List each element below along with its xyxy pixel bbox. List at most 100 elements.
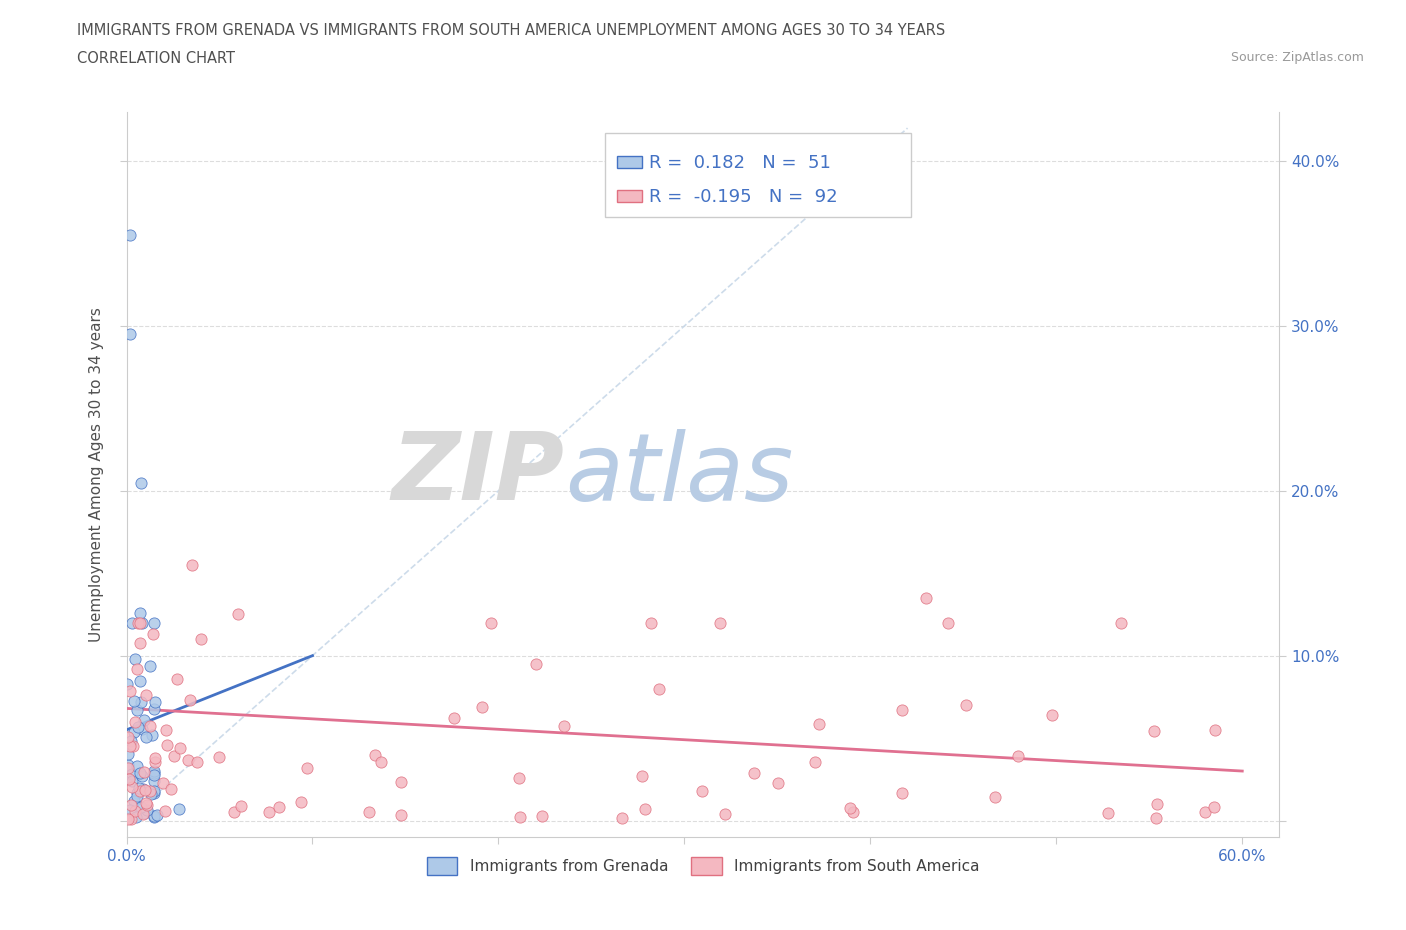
Point xyxy=(120,326,142,341)
Point xyxy=(143,809,166,824)
Point xyxy=(1194,804,1216,819)
Point xyxy=(135,797,157,812)
Point xyxy=(121,774,143,789)
Point xyxy=(391,807,413,822)
Point xyxy=(143,810,166,825)
Point xyxy=(122,694,145,709)
Point xyxy=(955,698,977,712)
Point xyxy=(229,799,252,814)
Point xyxy=(143,616,166,631)
Point xyxy=(129,695,152,710)
Point xyxy=(290,794,312,809)
Point xyxy=(155,722,177,737)
Point xyxy=(143,765,166,780)
Point xyxy=(117,811,139,827)
Point xyxy=(129,765,152,780)
Point xyxy=(122,793,145,808)
Point xyxy=(118,738,141,753)
Point xyxy=(891,786,914,801)
Point xyxy=(890,703,912,718)
Point xyxy=(131,722,153,737)
Point xyxy=(139,783,162,798)
Point xyxy=(118,772,141,787)
Point xyxy=(803,755,825,770)
Point xyxy=(915,591,938,605)
Point xyxy=(1204,723,1226,737)
Point xyxy=(135,796,157,811)
Point xyxy=(169,741,191,756)
Point xyxy=(142,627,165,642)
Point xyxy=(714,806,737,821)
Point xyxy=(1097,806,1119,821)
Point xyxy=(128,780,150,795)
Point xyxy=(186,755,208,770)
Point xyxy=(1146,797,1168,812)
Point xyxy=(143,774,166,789)
Point xyxy=(132,765,155,780)
Point xyxy=(127,661,149,676)
Point xyxy=(131,475,153,490)
Point xyxy=(1111,616,1133,631)
Point xyxy=(389,775,412,790)
Point xyxy=(640,616,662,631)
Point xyxy=(143,754,166,769)
Point xyxy=(121,616,143,631)
Point xyxy=(117,730,139,745)
Y-axis label: Unemployment Among Ages 30 to 34 years: Unemployment Among Ages 30 to 34 years xyxy=(89,307,104,642)
Point xyxy=(359,804,381,819)
Point xyxy=(124,651,146,666)
Point xyxy=(120,228,142,243)
Point xyxy=(145,808,167,823)
Point xyxy=(125,758,148,773)
Point xyxy=(129,800,152,815)
Point xyxy=(132,806,155,821)
Point xyxy=(131,616,153,631)
Point xyxy=(127,616,149,631)
Point xyxy=(631,768,654,783)
Point xyxy=(120,798,142,813)
FancyBboxPatch shape xyxy=(617,191,643,203)
Point xyxy=(443,711,465,725)
Point xyxy=(179,693,201,708)
Point xyxy=(128,616,150,631)
Text: ZIP: ZIP xyxy=(392,429,565,520)
Point xyxy=(153,804,176,818)
Point xyxy=(267,800,290,815)
Point xyxy=(135,688,157,703)
Text: CORRELATION CHART: CORRELATION CHART xyxy=(77,51,235,66)
Point xyxy=(143,751,166,765)
Point xyxy=(120,734,142,749)
Point xyxy=(127,720,149,735)
Point xyxy=(127,786,149,801)
Point xyxy=(648,682,671,697)
Point xyxy=(134,783,156,798)
Point xyxy=(508,771,530,786)
Point xyxy=(129,635,152,650)
Point xyxy=(143,786,166,801)
Point xyxy=(531,808,554,823)
Point xyxy=(634,802,657,817)
Point xyxy=(224,804,246,819)
Point xyxy=(117,761,139,776)
Point xyxy=(136,803,159,817)
Point xyxy=(131,769,153,784)
Point xyxy=(162,749,184,764)
Point xyxy=(124,715,146,730)
Point xyxy=(121,779,143,794)
Point xyxy=(692,783,714,798)
Point xyxy=(180,558,202,573)
Point xyxy=(370,754,392,769)
Point xyxy=(139,658,162,673)
Point xyxy=(141,787,163,802)
Point xyxy=(125,810,148,825)
Point xyxy=(742,765,765,780)
Point xyxy=(143,784,166,799)
Point xyxy=(139,718,162,733)
Point xyxy=(177,752,200,767)
Point xyxy=(1144,811,1167,826)
Text: R =  -0.195   N =  92: R = -0.195 N = 92 xyxy=(648,189,838,206)
Point xyxy=(984,790,1007,804)
Point xyxy=(122,724,145,739)
Text: atlas: atlas xyxy=(565,429,793,520)
Point xyxy=(118,684,141,698)
